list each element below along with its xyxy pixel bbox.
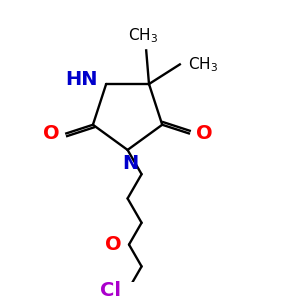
Text: Cl: Cl <box>100 281 121 300</box>
Text: O: O <box>196 124 212 143</box>
Text: O: O <box>43 124 59 143</box>
Text: O: O <box>105 235 122 254</box>
Text: CH$_3$: CH$_3$ <box>188 55 218 74</box>
Text: CH$_3$: CH$_3$ <box>128 26 158 45</box>
Text: HN: HN <box>65 70 98 89</box>
Text: N: N <box>122 154 139 173</box>
